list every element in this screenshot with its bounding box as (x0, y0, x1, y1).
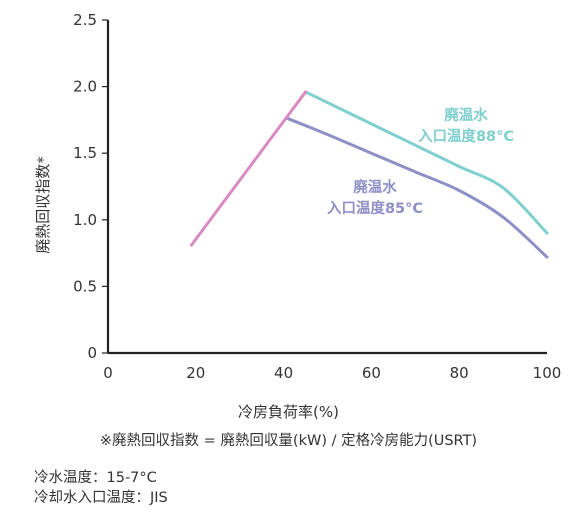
series-label-line: 入口温度88°C (418, 127, 514, 145)
footnote: ※廃熱回収指数 = 廃熱回収量(kW) / 定格冷房能力(USRT) (99, 433, 478, 449)
y-tick-label: 2.0 (73, 78, 97, 96)
y-tick-label: 1.5 (73, 144, 97, 162)
series-label-line: 廃温水 (444, 106, 488, 124)
y-axis-label: 廃熱回収指数* (34, 156, 52, 254)
series-label-line: 廃温水 (353, 178, 397, 196)
y-tick-label: 1.0 (73, 211, 97, 229)
x-tick-label: 60 (362, 364, 381, 382)
x-tick-label: 0 (103, 364, 113, 382)
axis-layer (106, 20, 547, 355)
x-tick-label: 20 (186, 364, 205, 382)
y-tick-label: 0.5 (73, 277, 97, 295)
series-label-0: 廃温水入口温度88°C (418, 106, 514, 145)
x-tick-label: 100 (533, 364, 562, 382)
x-axis-label: 冷房負荷率(%) (238, 403, 339, 421)
x-tick-label: 40 (274, 364, 293, 382)
series-layer (189, 90, 549, 259)
condition-cooling-water: 冷却水入口温度：JIS (34, 490, 168, 506)
series-label-1: 廃温水入口温度85°C (327, 178, 423, 217)
series-line-0 (304, 90, 549, 235)
series-line-2 (189, 90, 308, 247)
tick-layer: 0 0.5 1.0 1.5 2.0 2.5 0 20 40 60 80 100 (73, 11, 561, 382)
chart-area: 0 0.5 1.0 1.5 2.0 2.5 0 20 40 60 80 100 廃熱回収指数* 廃温水… (34, 11, 561, 382)
condition-chilled-water: 冷水温度：15-7°C (34, 470, 157, 486)
x-tick-label: 80 (450, 364, 469, 382)
y-tick-label: 0 (87, 344, 97, 362)
series-line-1 (286, 117, 549, 259)
series-label-line: 入口温度85°C (327, 199, 423, 217)
y-tick-label: 2.5 (73, 11, 97, 29)
